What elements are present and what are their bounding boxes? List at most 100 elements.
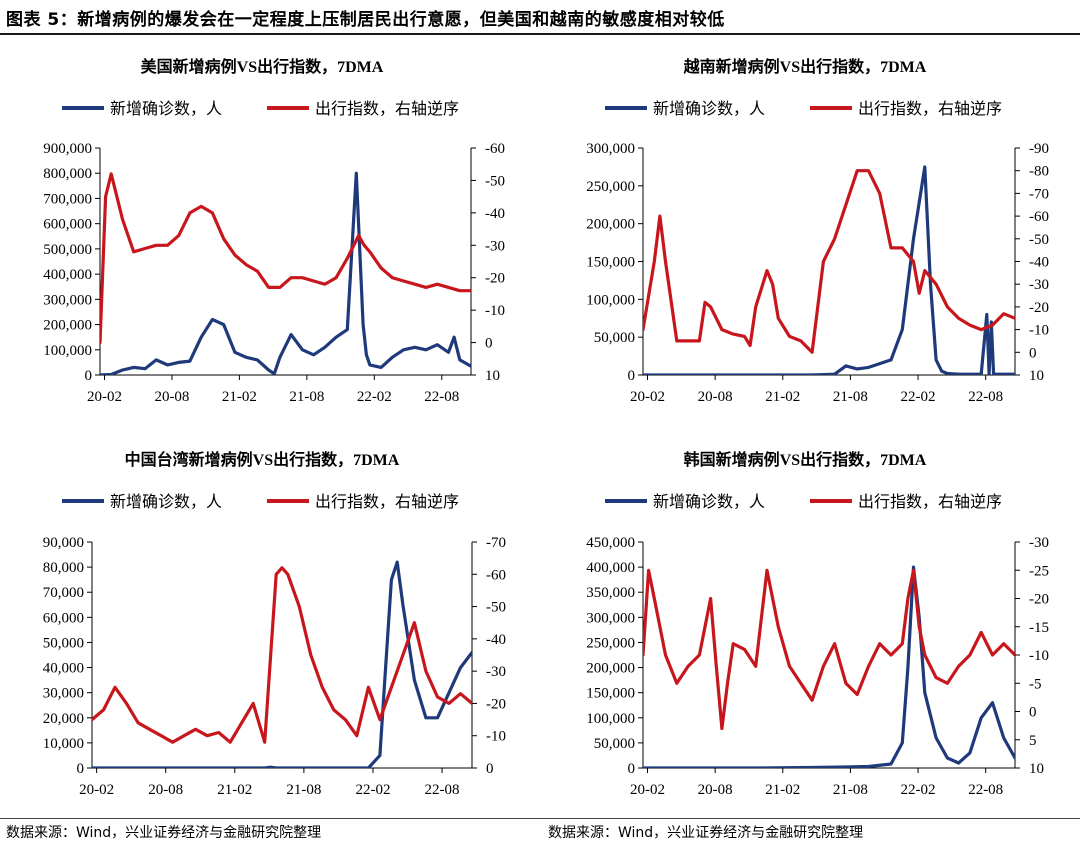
left-tick-label: 200,000 <box>586 217 635 233</box>
left-tick-label: 100,000 <box>586 292 635 308</box>
x-tick-label: 21-08 <box>289 389 324 405</box>
left-tick-label: 30,000 <box>43 686 84 702</box>
left-tick-label: 50,000 <box>594 330 635 346</box>
right-tick-label: -40 <box>1029 255 1049 271</box>
chart-title: 美国新增病例VS出行指数，7DMA <box>141 57 384 76</box>
right-tick-label: 0 <box>1029 345 1037 361</box>
series-line-mobility <box>643 169 1015 354</box>
right-tick-label: -20 <box>1029 592 1049 608</box>
source-note-left: 数据来源：Wind，兴业证券经济与金融研究院整理 <box>6 825 322 841</box>
x-tick-label: 20-08 <box>154 389 189 405</box>
right-tick-label: -70 <box>1029 186 1049 202</box>
series-line-cases <box>643 165 1015 375</box>
left-tick-label: 60,000 <box>43 610 84 626</box>
right-tick-label: -40 <box>485 206 505 222</box>
left-tick-label: 150,000 <box>586 255 635 271</box>
right-tick-label: 10 <box>485 368 500 384</box>
legend: 新增确诊数，人 出行指数，右轴逆序 <box>605 493 1002 511</box>
left-tick-label: 400,000 <box>586 560 635 576</box>
right-tick-label: -60 <box>1029 209 1049 225</box>
right-tick-label: -10 <box>1029 648 1049 664</box>
x-tick-label: 21-02 <box>765 782 800 798</box>
left-tick-label: 150,000 <box>586 686 635 702</box>
left-tick-label: 300,000 <box>586 610 635 626</box>
left-tick-label: 300,000 <box>43 292 92 308</box>
chart-title: 韩国新增病例VS出行指数，7DMA <box>684 450 927 469</box>
right-tick-label: -15 <box>1029 620 1049 636</box>
legend-label-cases: 新增确诊数，人 <box>110 100 222 118</box>
right-tick-label: -40 <box>486 632 506 648</box>
left-tick-label: 0 <box>628 761 636 777</box>
x-tick-label: 22-08 <box>425 782 460 798</box>
right-tick-label: -80 <box>1029 164 1049 180</box>
right-tick-label: -10 <box>485 303 505 319</box>
right-tick-label: -30 <box>485 238 505 254</box>
chart-title: 中国台湾新增病例VS出行指数，7DMA <box>125 450 400 469</box>
right-tick-label: -70 <box>486 535 506 551</box>
legend: 新增确诊数，人 出行指数，右轴逆序 <box>62 100 459 118</box>
x-tick-label: 21-08 <box>833 782 868 798</box>
x-tick-label: 20-02 <box>87 389 122 405</box>
right-tick-label: -60 <box>485 141 505 157</box>
x-tick-label: 20-08 <box>148 782 183 798</box>
left-tick-label: 100,000 <box>43 343 92 359</box>
left-tick-label: 600,000 <box>43 217 92 233</box>
left-tick-label: 350,000 <box>586 585 635 601</box>
left-tick-label: 90,000 <box>43 535 84 551</box>
right-tick-label: -10 <box>486 729 506 745</box>
x-tick-label: 20-08 <box>698 389 733 405</box>
x-tick-label: 20-02 <box>630 782 665 798</box>
x-tick-label: 20-02 <box>79 782 114 798</box>
x-tick-label: 20-02 <box>630 389 665 405</box>
legend: 新增确诊数，人 出行指数，右轴逆序 <box>605 100 1002 118</box>
right-tick-label: 0 <box>1029 705 1037 721</box>
series-line-cases <box>643 565 1015 768</box>
right-tick-label: -30 <box>1029 535 1049 551</box>
left-tick-label: 0 <box>77 761 85 777</box>
left-tick-label: 450,000 <box>586 535 635 551</box>
left-tick-label: 0 <box>628 368 636 384</box>
x-tick-label: 22-02 <box>901 782 936 798</box>
x-tick-label: 22-02 <box>357 389 392 405</box>
x-tick-label: 22-02 <box>901 389 936 405</box>
figure-title: 图表 5：新增病例的爆发会在一定程度上压制居民出行意愿，但美国和越南的敏感度相对… <box>6 10 725 30</box>
left-tick-label: 700,000 <box>43 191 92 207</box>
series-line-mobility <box>100 172 471 345</box>
right-tick-label: -50 <box>486 600 506 616</box>
legend-label-mobility: 出行指数，右轴逆序 <box>858 100 1002 118</box>
x-tick-label: 20-08 <box>698 782 733 798</box>
left-tick-label: 0 <box>85 368 93 384</box>
left-tick-label: 900,000 <box>43 141 92 157</box>
left-tick-label: 200,000 <box>43 318 92 334</box>
right-tick-label: -30 <box>486 664 506 680</box>
x-tick-label: 21-02 <box>222 389 257 405</box>
right-tick-label: 0 <box>485 336 493 352</box>
legend: 新增确诊数，人 出行指数，右轴逆序 <box>62 493 459 511</box>
right-tick-label: -5 <box>1029 676 1042 692</box>
x-tick-label: 21-08 <box>833 389 868 405</box>
right-tick-label: -30 <box>1029 277 1049 293</box>
series-line-cases <box>100 171 471 375</box>
left-tick-label: 100,000 <box>586 711 635 727</box>
legend-label-mobility: 出行指数，右轴逆序 <box>315 100 459 118</box>
legend-label-cases: 新增确诊数，人 <box>110 493 222 511</box>
x-tick-label: 21-02 <box>765 389 800 405</box>
chart-title: 越南新增病例VS出行指数，7DMA <box>683 57 927 76</box>
left-tick-label: 500,000 <box>43 242 92 258</box>
legend-label-mobility: 出行指数，右轴逆序 <box>315 493 459 511</box>
right-tick-label: 10 <box>1029 761 1044 777</box>
right-tick-label: -90 <box>1029 141 1049 157</box>
right-tick-label: 10 <box>1029 368 1044 384</box>
left-tick-label: 250,000 <box>586 635 635 651</box>
right-tick-label: 0 <box>486 761 494 777</box>
right-tick-label: -10 <box>1029 323 1049 339</box>
legend-label-cases: 新增确诊数，人 <box>653 493 765 511</box>
x-tick-label: 22-08 <box>968 389 1003 405</box>
left-tick-label: 50,000 <box>43 635 84 651</box>
x-tick-label: 21-08 <box>286 782 321 798</box>
